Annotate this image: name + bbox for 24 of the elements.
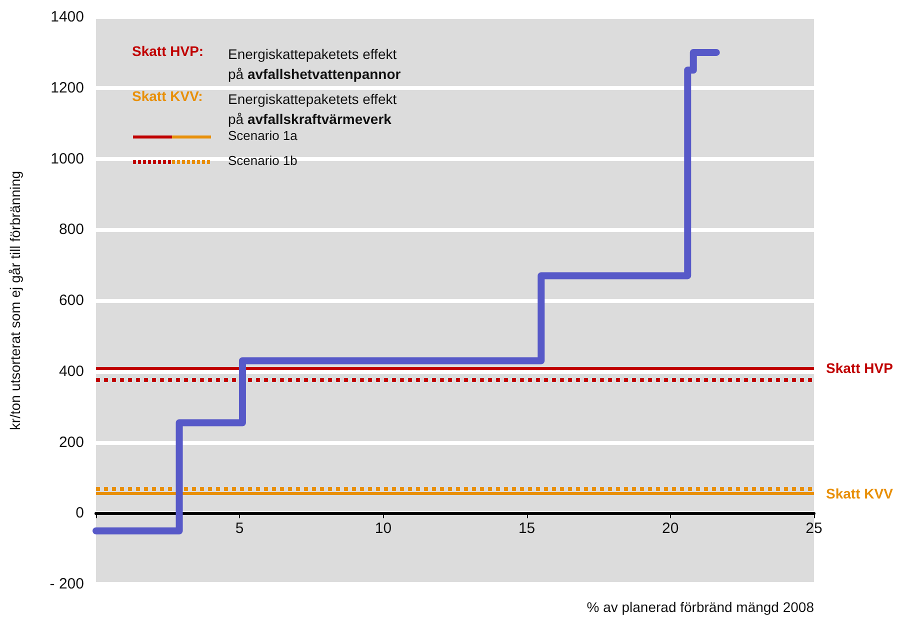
x-axis-title: % av planerad förbränd mängd 2008: [586, 599, 814, 615]
y-axis-title: kr/ton utsorterat som ej går till förbränning: [7, 170, 23, 430]
y-tick-label: 1200: [50, 79, 84, 96]
y-tick-label: 800: [58, 221, 84, 238]
annotation: Skatt HVP:: [132, 43, 204, 59]
y-tick-label: 1000: [50, 150, 84, 168]
y-tick-label: 0: [76, 504, 84, 522]
y-tick-label: 600: [58, 292, 84, 309]
annotation: Energiskattepaketets effekt på avfallskraftvärmeverk: [228, 91, 397, 127]
annotation: Energiskattepaketets effekt på avfallshetvattenpannor: [228, 46, 402, 82]
y-tick-label: 200: [58, 434, 84, 451]
annotation: Scenario 1b: [228, 153, 298, 168]
y-tick-label: - 200: [50, 576, 84, 592]
x-tick-label: 20: [662, 520, 679, 538]
annotation: Skatt KVV:: [132, 88, 203, 104]
x-tick-label: 5: [235, 520, 244, 538]
annotation: Scenario 1a: [228, 128, 298, 143]
x-tick-label: 10: [374, 520, 392, 538]
y-tick-label: 1400: [50, 8, 84, 26]
ref-line-label: Skatt KVV: [826, 486, 894, 502]
ref-line-label: Skatt HVP: [826, 360, 893, 376]
x-tick-label: 25: [806, 520, 822, 538]
x-tick-label: 15: [518, 520, 536, 538]
y-tick-label: 400: [58, 362, 84, 380]
